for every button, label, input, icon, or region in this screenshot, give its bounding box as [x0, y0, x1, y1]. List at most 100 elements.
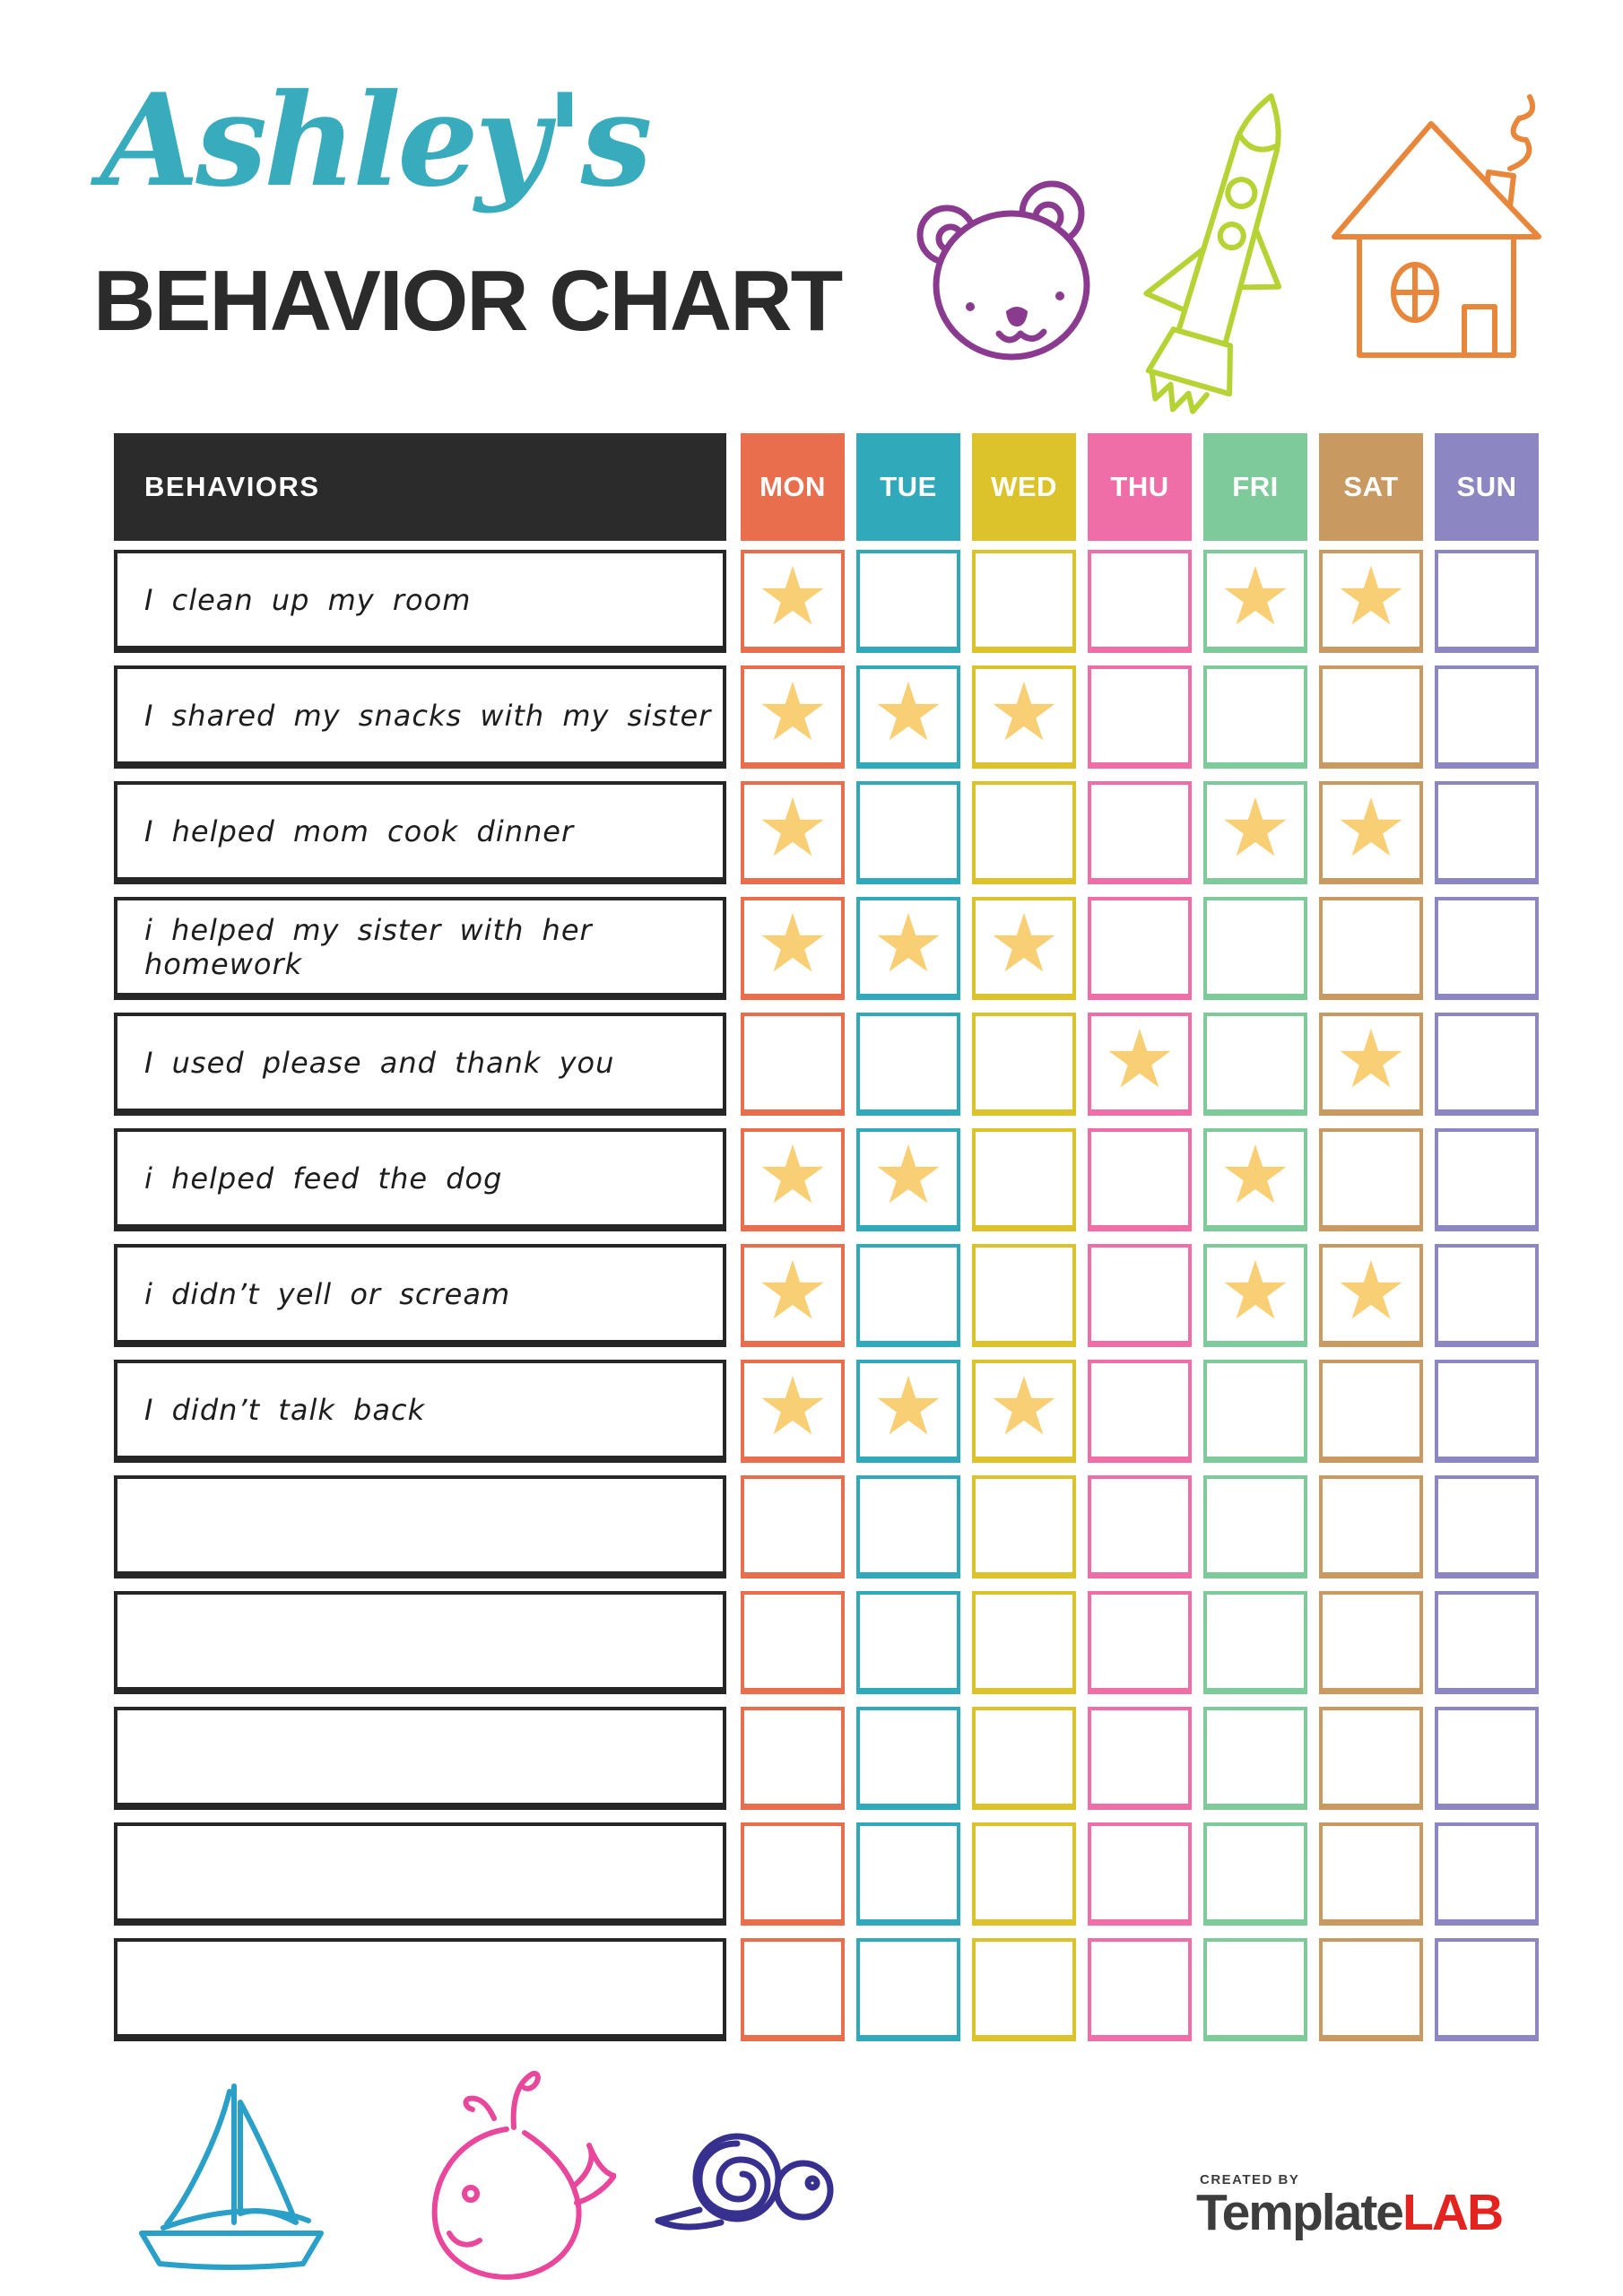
cell-mon-row5[interactable] — [741, 1013, 845, 1116]
cell-thu-row9[interactable] — [1088, 1475, 1192, 1578]
star-icon: ★ — [872, 665, 945, 760]
cell-tue-row2[interactable]: ★ — [856, 665, 960, 769]
cell-thu-row11[interactable] — [1088, 1707, 1192, 1810]
cell-wed-row5[interactable] — [972, 1013, 1076, 1116]
star-icon: ★ — [1219, 1244, 1292, 1338]
cell-tue-row5[interactable] — [856, 1013, 960, 1116]
cell-sun-row10[interactable] — [1435, 1591, 1539, 1694]
star-icon: ★ — [1334, 1013, 1408, 1107]
cell-sat-row2[interactable] — [1319, 665, 1423, 769]
cell-fri-row11[interactable] — [1203, 1707, 1307, 1810]
cell-sun-row12[interactable] — [1435, 1822, 1539, 1926]
cell-thu-row4[interactable] — [1088, 897, 1192, 1000]
star-icon: ★ — [756, 781, 829, 875]
cell-sun-row7[interactable] — [1435, 1244, 1539, 1347]
cell-tue-row13[interactable] — [856, 1938, 960, 2041]
cell-wed-row7[interactable] — [972, 1244, 1076, 1347]
cell-sun-row13[interactable] — [1435, 1938, 1539, 2041]
cell-sun-row9[interactable] — [1435, 1475, 1539, 1578]
cell-sat-row5[interactable]: ★ — [1319, 1013, 1423, 1116]
cell-sat-row3[interactable]: ★ — [1319, 781, 1423, 884]
cell-wed-row1[interactable] — [972, 550, 1076, 653]
cell-thu-row1[interactable] — [1088, 550, 1192, 653]
behavior-label: i didn’t yell or scream — [114, 1244, 726, 1347]
cell-fri-row13[interactable] — [1203, 1938, 1307, 2041]
cell-tue-row3[interactable] — [856, 781, 960, 884]
cell-wed-row4[interactable]: ★ — [972, 897, 1076, 1000]
cell-fri-row1[interactable]: ★ — [1203, 550, 1307, 653]
cell-thu-row12[interactable] — [1088, 1822, 1192, 1926]
cell-thu-row8[interactable] — [1088, 1360, 1192, 1463]
cell-thu-row13[interactable] — [1088, 1938, 1192, 2041]
cell-tue-row10[interactable] — [856, 1591, 960, 1694]
cell-sun-row5[interactable] — [1435, 1013, 1539, 1116]
cell-mon-row12[interactable] — [741, 1822, 845, 1926]
cell-tue-row12[interactable] — [856, 1822, 960, 1926]
cell-mon-row6[interactable]: ★ — [741, 1128, 845, 1231]
cell-sun-row6[interactable] — [1435, 1128, 1539, 1231]
behavior-row-8: I didn’t talk back ★ ★ ★ — [114, 1360, 1539, 1463]
cell-thu-row5[interactable]: ★ — [1088, 1013, 1192, 1116]
cell-fri-row10[interactable] — [1203, 1591, 1307, 1694]
cell-fri-row6[interactable]: ★ — [1203, 1128, 1307, 1231]
star-icon: ★ — [756, 665, 829, 760]
cell-mon-row7[interactable]: ★ — [741, 1244, 845, 1347]
cell-mon-row11[interactable] — [741, 1707, 845, 1810]
cell-wed-row3[interactable] — [972, 781, 1076, 884]
cell-thu-row7[interactable] — [1088, 1244, 1192, 1347]
cell-thu-row10[interactable] — [1088, 1591, 1192, 1694]
cell-fri-row3[interactable]: ★ — [1203, 781, 1307, 884]
behavior-label — [114, 1938, 726, 2041]
cell-fri-row7[interactable]: ★ — [1203, 1244, 1307, 1347]
cell-tue-row7[interactable] — [856, 1244, 960, 1347]
cell-sat-row7[interactable]: ★ — [1319, 1244, 1423, 1347]
cell-tue-row4[interactable]: ★ — [856, 897, 960, 1000]
cell-fri-row4[interactable] — [1203, 897, 1307, 1000]
cell-fri-row9[interactable] — [1203, 1475, 1307, 1578]
cell-mon-row9[interactable] — [741, 1475, 845, 1578]
cell-sun-row1[interactable] — [1435, 550, 1539, 653]
cell-wed-row8[interactable]: ★ — [972, 1360, 1076, 1463]
cell-sun-row11[interactable] — [1435, 1707, 1539, 1810]
cell-mon-row2[interactable]: ★ — [741, 665, 845, 769]
cell-wed-row11[interactable] — [972, 1707, 1076, 1810]
cell-tue-row1[interactable] — [856, 550, 960, 653]
cell-mon-row8[interactable]: ★ — [741, 1360, 845, 1463]
cell-wed-row6[interactable] — [972, 1128, 1076, 1231]
cell-mon-row10[interactable] — [741, 1591, 845, 1694]
cell-fri-row5[interactable] — [1203, 1013, 1307, 1116]
cell-sat-row9[interactable] — [1319, 1475, 1423, 1578]
cell-fri-row8[interactable] — [1203, 1360, 1307, 1463]
cell-wed-row10[interactable] — [972, 1591, 1076, 1694]
day-header-thu: THU — [1088, 433, 1192, 541]
cell-sat-row4[interactable] — [1319, 897, 1423, 1000]
cell-sat-row13[interactable] — [1319, 1938, 1423, 2041]
cell-sun-row8[interactable] — [1435, 1360, 1539, 1463]
cell-tue-row9[interactable] — [856, 1475, 960, 1578]
cell-sun-row4[interactable] — [1435, 897, 1539, 1000]
cell-fri-row12[interactable] — [1203, 1822, 1307, 1926]
cell-tue-row6[interactable]: ★ — [856, 1128, 960, 1231]
cell-wed-row13[interactable] — [972, 1938, 1076, 2041]
cell-wed-row12[interactable] — [972, 1822, 1076, 1926]
cell-fri-row2[interactable] — [1203, 665, 1307, 769]
cell-tue-row11[interactable] — [856, 1707, 960, 1810]
cell-mon-row3[interactable]: ★ — [741, 781, 845, 884]
cell-thu-row3[interactable] — [1088, 781, 1192, 884]
cell-wed-row2[interactable]: ★ — [972, 665, 1076, 769]
cell-thu-row6[interactable] — [1088, 1128, 1192, 1231]
cell-sat-row1[interactable]: ★ — [1319, 550, 1423, 653]
cell-mon-row1[interactable]: ★ — [741, 550, 845, 653]
cell-sat-row12[interactable] — [1319, 1822, 1423, 1926]
cell-mon-row4[interactable]: ★ — [741, 897, 845, 1000]
cell-thu-row2[interactable] — [1088, 665, 1192, 769]
cell-wed-row9[interactable] — [972, 1475, 1076, 1578]
cell-sat-row11[interactable] — [1319, 1707, 1423, 1810]
cell-tue-row8[interactable]: ★ — [856, 1360, 960, 1463]
cell-sat-row6[interactable] — [1319, 1128, 1423, 1231]
cell-sun-row2[interactable] — [1435, 665, 1539, 769]
cell-mon-row13[interactable] — [741, 1938, 845, 2041]
cell-sat-row10[interactable] — [1319, 1591, 1423, 1694]
cell-sat-row8[interactable] — [1319, 1360, 1423, 1463]
cell-sun-row3[interactable] — [1435, 781, 1539, 884]
